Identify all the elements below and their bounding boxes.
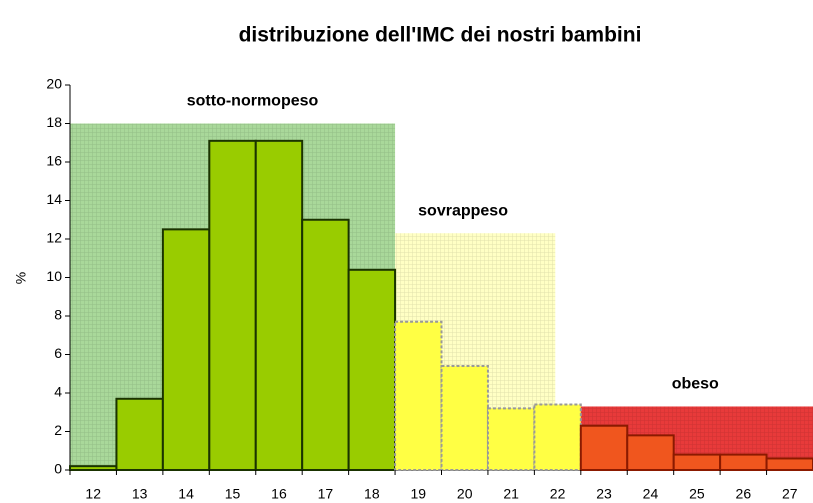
x-tick-label: 22	[550, 486, 566, 502]
x-tick-label: 16	[271, 486, 287, 502]
bar	[115, 397, 164, 471]
zone-label: sotto-normopeso	[187, 93, 319, 110]
y-tick-label: 8	[54, 307, 62, 323]
y-axis-label: %	[13, 272, 29, 284]
bar	[672, 453, 722, 472]
y-tick-label: 6	[54, 345, 62, 361]
chart-title: distribuzione dell'IMC dei nostri bambin…	[239, 24, 642, 47]
bar	[347, 268, 397, 471]
bar	[161, 228, 211, 471]
zone-label: sovrappeso	[418, 202, 508, 219]
bar	[765, 457, 813, 472]
x-tick-label: 14	[178, 486, 194, 502]
x-tick-label: 20	[457, 486, 473, 502]
y-tick-label: 2	[54, 422, 62, 438]
y-tick-label: 12	[46, 230, 62, 246]
bar	[486, 407, 536, 471]
y-tick-label: 10	[46, 268, 62, 284]
bar	[440, 365, 489, 471]
x-tick-label: 17	[318, 486, 334, 502]
bar	[579, 424, 629, 472]
y-tick-label: 4	[54, 384, 62, 400]
x-tick-label: 21	[503, 486, 519, 502]
x-tick-label: 18	[364, 486, 380, 502]
x-tick-label: 27	[782, 486, 798, 502]
x-tick-label: 15	[225, 486, 241, 502]
bar	[254, 139, 304, 471]
x-tick-label: 19	[410, 486, 426, 502]
x-tick-label: 12	[85, 486, 101, 502]
y-tick-label: 18	[46, 114, 62, 130]
bar	[719, 453, 768, 472]
y-tick-label: 20	[46, 76, 62, 92]
y-tick-label: 16	[46, 153, 62, 169]
bar	[301, 218, 350, 471]
x-tick-label: 26	[736, 486, 752, 502]
bar	[626, 434, 675, 472]
y-tick-label: 14	[46, 191, 62, 207]
bar	[69, 465, 118, 471]
y-tick-label: 0	[54, 461, 62, 477]
bar	[533, 403, 582, 471]
x-tick-label: 13	[132, 486, 148, 502]
bar	[394, 320, 443, 471]
x-tick-label: 24	[643, 486, 659, 502]
bar	[208, 139, 257, 471]
zone-label: obeso	[672, 376, 719, 393]
x-tick-label: 23	[596, 486, 612, 502]
x-tick-label: 25	[689, 486, 705, 502]
